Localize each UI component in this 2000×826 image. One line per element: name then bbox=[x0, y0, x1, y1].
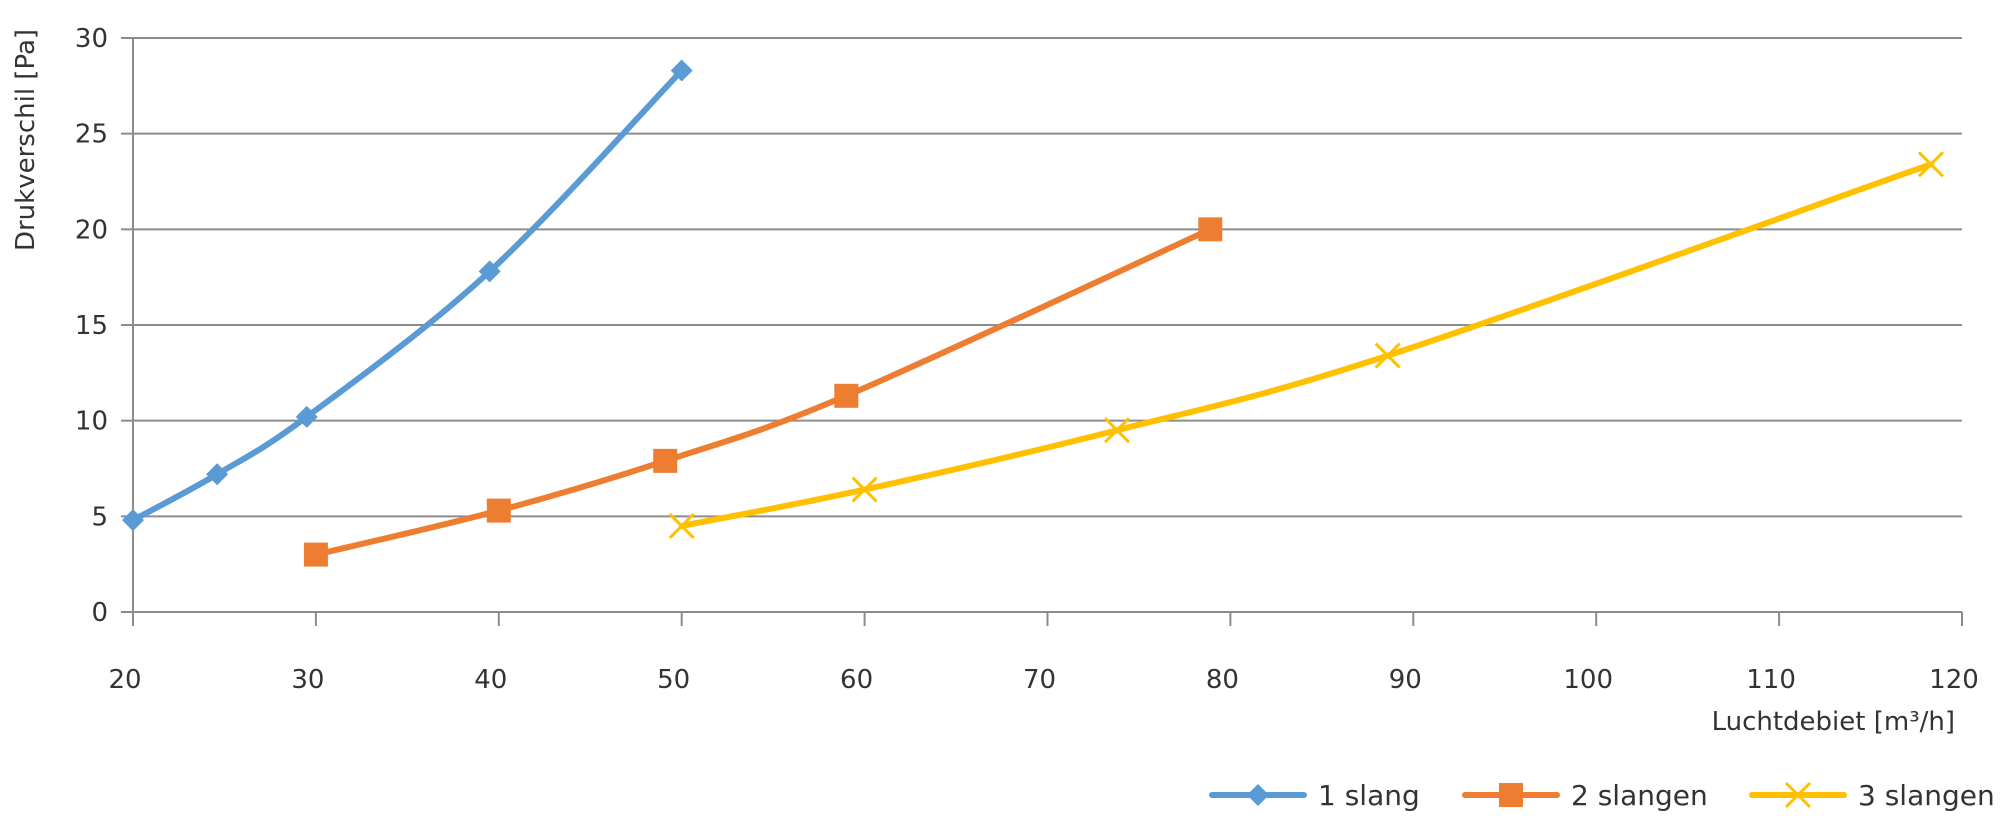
grid-layer bbox=[133, 37, 1962, 518]
series-layer bbox=[122, 59, 1944, 567]
data-point bbox=[1198, 217, 1223, 242]
data-point bbox=[486, 498, 511, 523]
axis-layer: 0 5 10 15 20 25 30 20 30 40 50 60 70 80 90 100 110 120 bbox=[75, 24, 1979, 695]
series-2 bbox=[303, 217, 1223, 567]
y-tick-label: 20 bbox=[75, 215, 108, 245]
legend-marker bbox=[1247, 784, 1269, 806]
data-point bbox=[670, 59, 693, 82]
legend-marker bbox=[1784, 781, 1812, 809]
data-point bbox=[1103, 417, 1131, 444]
data-point bbox=[653, 448, 678, 473]
y-tick-label: 10 bbox=[75, 407, 108, 437]
legend-label: 1 slang bbox=[1318, 779, 1420, 812]
data-point bbox=[851, 476, 878, 503]
x-axis-title: Luchtdebiet [m³/h] bbox=[1712, 707, 1955, 737]
legend-label: 2 slangen bbox=[1571, 779, 1708, 812]
series-3 bbox=[668, 151, 1944, 539]
y-tick-label: 5 bbox=[91, 502, 108, 532]
legend-item: 3 slangen bbox=[1749, 779, 1995, 812]
legend: 1 slang 2 slangen 3 slangen bbox=[1209, 779, 1995, 812]
x-tick-label: 30 bbox=[291, 665, 324, 695]
data-point bbox=[1917, 151, 1944, 178]
data-point bbox=[834, 383, 859, 408]
x-tick-label: 80 bbox=[1206, 665, 1239, 695]
data-point bbox=[478, 260, 501, 283]
series-line bbox=[678, 161, 1934, 529]
series-1 bbox=[122, 59, 693, 532]
y-axis-title: Drukverschil [Pa] bbox=[11, 29, 41, 251]
x-tick-label: 100 bbox=[1563, 665, 1613, 695]
x-tick-label: 110 bbox=[1746, 665, 1796, 695]
data-point bbox=[206, 463, 229, 486]
x-tick-label: 40 bbox=[474, 665, 507, 695]
y-tick-label: 0 bbox=[91, 598, 108, 628]
series-line bbox=[130, 67, 685, 524]
series-line bbox=[312, 226, 1214, 558]
data-point bbox=[122, 509, 144, 532]
data-point bbox=[295, 405, 318, 428]
x-tick-label: 90 bbox=[1389, 665, 1422, 695]
x-tick-label: 120 bbox=[1929, 665, 1979, 695]
x-tick-label: 70 bbox=[1023, 665, 1056, 695]
y-tick-label: 15 bbox=[75, 311, 108, 341]
legend-label: 3 slangen bbox=[1858, 779, 1995, 812]
data-point bbox=[303, 542, 328, 567]
x-tick-label: 50 bbox=[657, 665, 690, 695]
data-point bbox=[668, 512, 695, 539]
x-tick-label: 20 bbox=[108, 665, 141, 695]
data-point bbox=[1374, 342, 1401, 369]
legend-item: 1 slang bbox=[1209, 779, 1420, 812]
y-tick-label: 25 bbox=[75, 120, 108, 150]
x-tick-label: 60 bbox=[840, 665, 873, 695]
legend-marker bbox=[1499, 783, 1523, 807]
legend-item: 2 slangen bbox=[1462, 779, 1708, 812]
y-tick-label: 30 bbox=[75, 24, 108, 54]
